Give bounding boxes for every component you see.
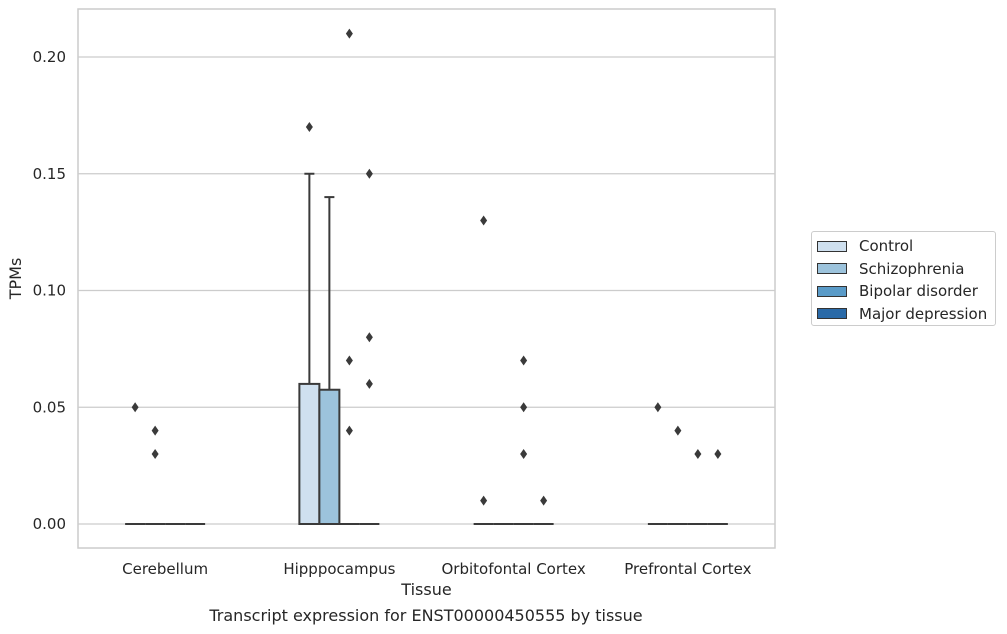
legend-label: Control bbox=[859, 237, 914, 256]
outlier-point bbox=[654, 402, 662, 413]
legend: Control Schizophrenia Bipolar disorder Majo… bbox=[811, 231, 996, 326]
x-tick-label: Prefrontal Cortex bbox=[624, 560, 751, 578]
outlier-point bbox=[694, 448, 702, 459]
x-tick-label: Cerebellum bbox=[122, 560, 208, 578]
outlier-point bbox=[480, 215, 488, 226]
outlier-point bbox=[520, 355, 528, 366]
outlier-point bbox=[520, 448, 528, 459]
legend-label: Bipolar disorder bbox=[859, 282, 978, 301]
legend-item: Major depression bbox=[817, 303, 995, 326]
y-tick-label: 0.00 bbox=[33, 515, 66, 533]
legend-item: Schizophrenia bbox=[817, 258, 995, 281]
outlier-point bbox=[151, 425, 159, 436]
legend-label: Schizophrenia bbox=[859, 259, 965, 278]
outlier-point bbox=[365, 168, 373, 179]
box bbox=[318, 388, 341, 525]
outlier-point bbox=[345, 355, 353, 366]
y-tick-label: 0.20 bbox=[33, 48, 66, 66]
outlier-point bbox=[540, 495, 548, 506]
legend-item: Bipolar disorder bbox=[817, 280, 995, 303]
outlier-point bbox=[520, 402, 528, 413]
outlier-point bbox=[674, 425, 682, 436]
legend-item: Control bbox=[817, 235, 995, 258]
outlier-point bbox=[480, 495, 488, 506]
outlier-point bbox=[345, 425, 353, 436]
y-axis-label: TPMs bbox=[6, 258, 25, 301]
outlier-point bbox=[151, 448, 159, 459]
legend-swatch bbox=[817, 285, 847, 297]
outlier-point bbox=[714, 448, 722, 459]
outlier-point bbox=[131, 402, 139, 413]
x-axis-label: Tissue bbox=[400, 580, 451, 599]
legend-label: Major depression bbox=[859, 304, 988, 323]
plot-area bbox=[78, 9, 775, 548]
outlier-point bbox=[365, 378, 373, 389]
outlier-point bbox=[365, 332, 373, 343]
legend-swatch bbox=[817, 240, 847, 252]
outlier-point bbox=[305, 122, 313, 133]
outlier-point bbox=[345, 28, 353, 39]
y-tick-label: 0.05 bbox=[33, 398, 66, 416]
plot-frame bbox=[77, 8, 776, 549]
chart-caption: Transcript expression for ENST0000045055… bbox=[209, 606, 643, 625]
y-tick-label: 0.15 bbox=[33, 165, 66, 183]
box bbox=[298, 382, 321, 525]
x-tick-label: Orbitofontal Cortex bbox=[442, 560, 586, 578]
legend-swatch bbox=[817, 263, 847, 275]
x-tick-label: Hipppocampus bbox=[283, 560, 395, 578]
y-tick-label: 0.10 bbox=[33, 282, 66, 300]
legend-swatch bbox=[817, 308, 847, 320]
